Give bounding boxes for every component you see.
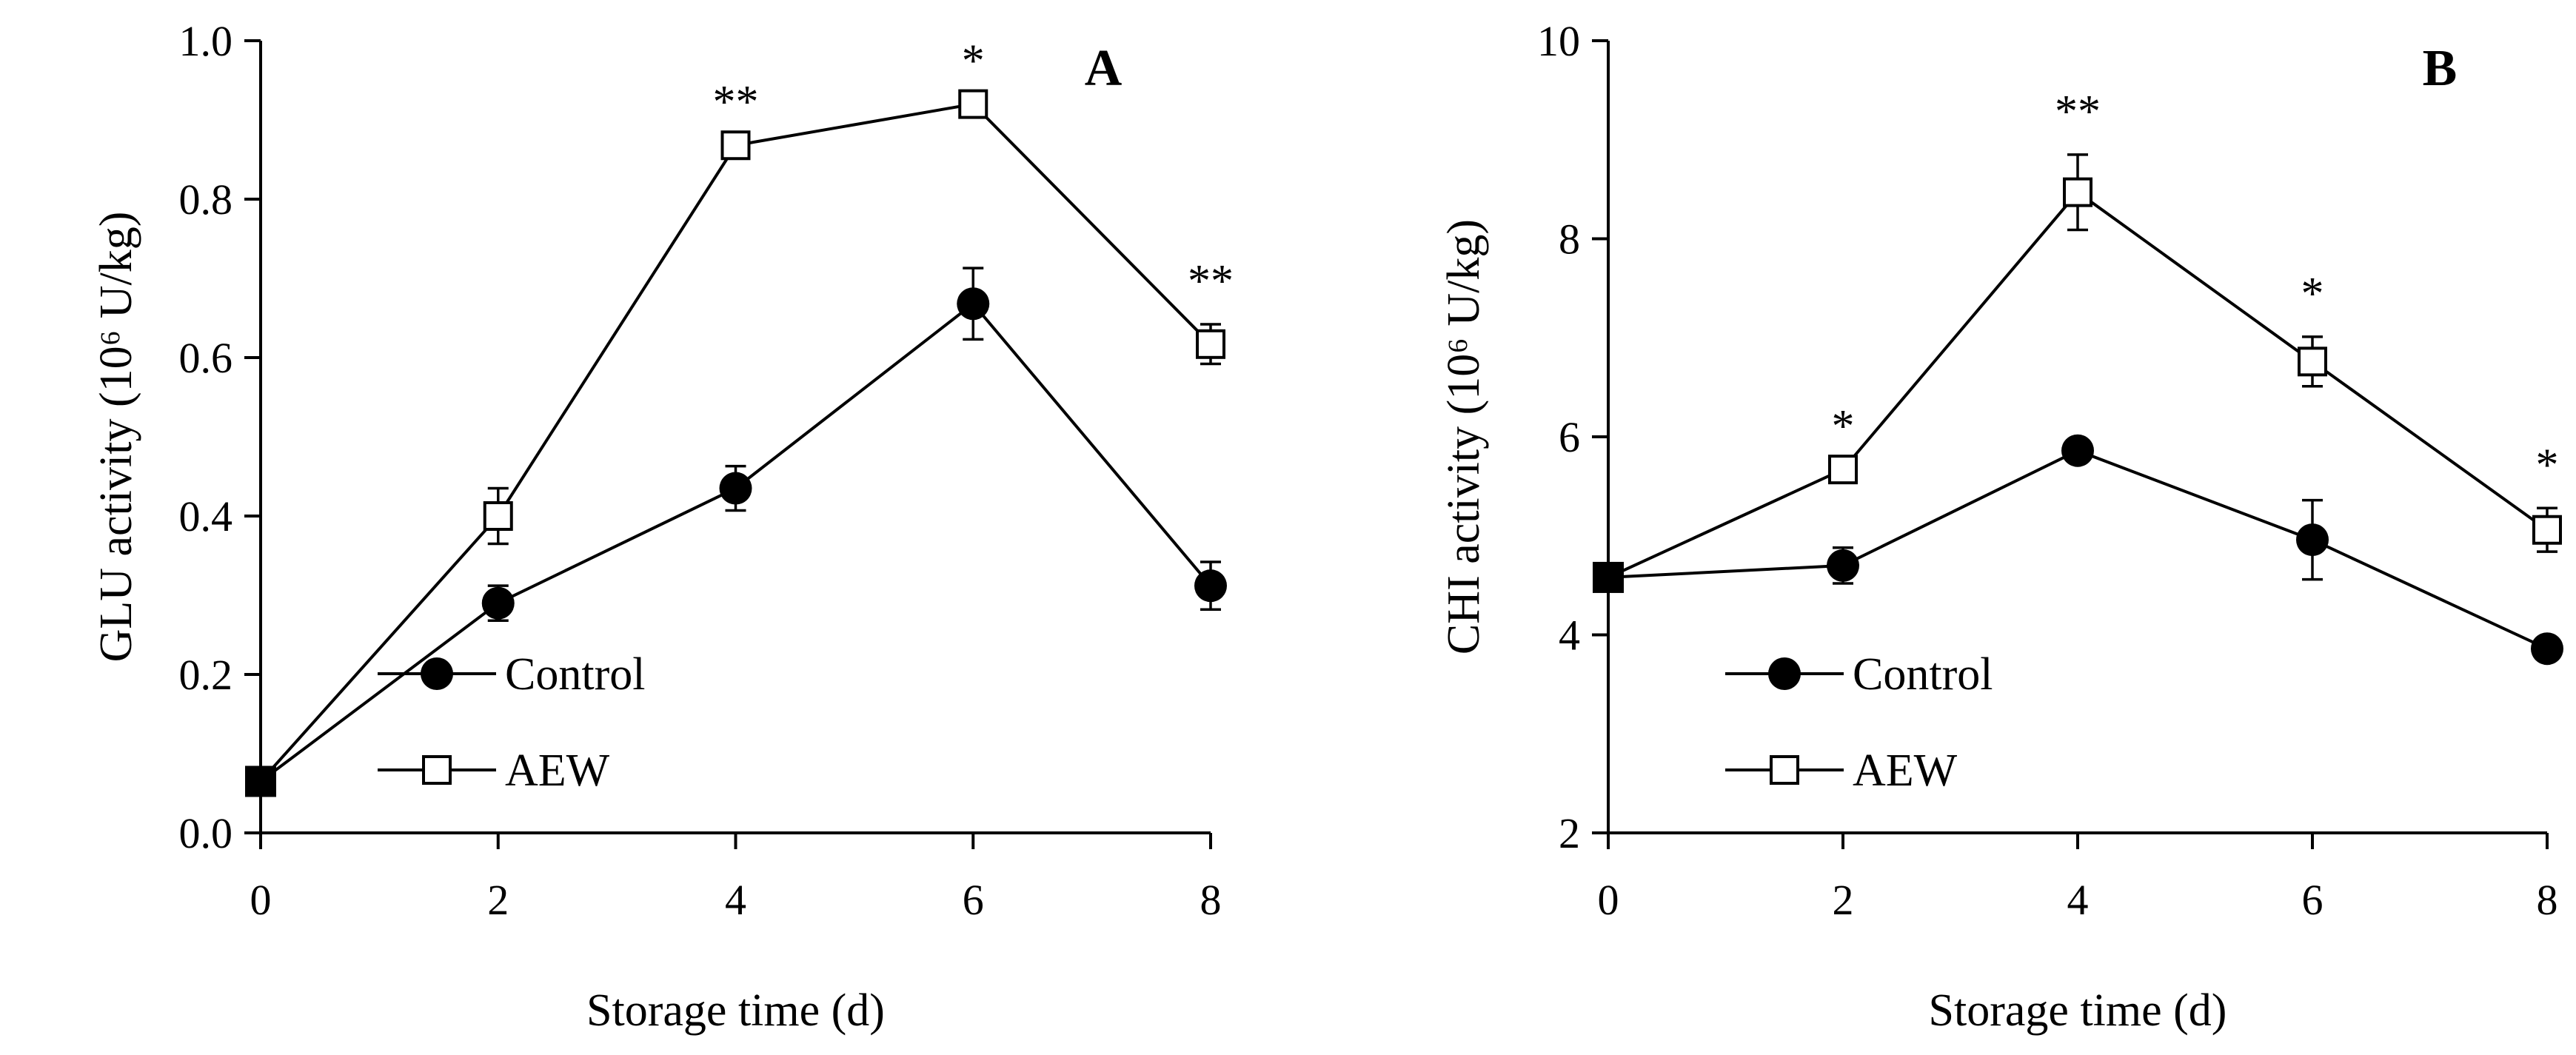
x-tick-label: 4 — [725, 876, 746, 924]
x-tick-label: 0 — [250, 876, 272, 924]
data-point-control — [2061, 434, 2094, 467]
y-tick-label: 1.0 — [179, 17, 233, 65]
significance-mark: * — [1832, 401, 1855, 452]
legend-marker-control — [421, 657, 453, 690]
legend-marker-control — [1768, 657, 1801, 690]
data-point-aew — [1196, 329, 1225, 359]
significance-mark: ** — [1188, 256, 1234, 307]
y-tick-label: 8 — [1559, 215, 1580, 264]
y-tick-label: 2 — [1559, 809, 1580, 857]
series-line-control — [259, 301, 1212, 783]
data-point-control — [957, 287, 990, 321]
significance-mark: ** — [713, 77, 759, 127]
x-tick-label: 4 — [2067, 876, 2089, 924]
data-point-control — [1827, 549, 1859, 582]
y-tick-label: 0.2 — [179, 651, 233, 699]
y-tick-label: 0.8 — [179, 175, 233, 224]
data-point-aew — [2532, 515, 2562, 545]
series-line-control — [1608, 449, 2548, 651]
x-tick-label: 2 — [487, 876, 509, 924]
significance-mark: * — [962, 36, 985, 87]
x-tick-label: 2 — [1833, 876, 1854, 924]
y-axis-title: GLU activity (10⁶ U/kg) — [91, 212, 141, 663]
significance-mark: * — [2536, 440, 2559, 490]
y-tick-label: 0.6 — [179, 334, 233, 382]
y-tick-label: 4 — [1559, 612, 1580, 660]
data-point-aew — [483, 501, 513, 531]
y-axis-title: CHI activity (10⁶ U/kg) — [1439, 219, 1489, 654]
data-point-control — [481, 586, 515, 620]
x-tick-label: 6 — [963, 876, 984, 924]
x-axis-title: Storage time (d) — [1929, 985, 2227, 1036]
y-tick-label: 0.4 — [179, 492, 233, 540]
significance-mark: ** — [2055, 87, 2101, 137]
series-line-aew — [1608, 190, 2549, 579]
data-point-aew — [2298, 346, 2327, 377]
data-point-start — [1593, 561, 1624, 593]
legend-label: Control — [1853, 649, 1993, 700]
series-line-aew — [259, 102, 1212, 783]
legend-label: AEW — [1853, 746, 1958, 796]
y-tick-label: 0.0 — [179, 809, 233, 857]
legend-marker-aew — [1770, 755, 1799, 785]
y-tick-label: 10 — [1537, 17, 1580, 65]
x-axis-title: Storage time (d) — [586, 985, 885, 1036]
panel-letter: B — [2423, 40, 2458, 97]
x-tick-label: 8 — [2537, 876, 2558, 924]
data-point-aew — [2063, 177, 2092, 207]
significance-mark: * — [2301, 269, 2324, 319]
panel-letter: A — [1085, 40, 1123, 97]
y-tick-label: 6 — [1559, 413, 1580, 461]
data-point-control — [2296, 523, 2329, 557]
data-point-aew — [720, 130, 751, 161]
chart-panel-a: 0.0 0.2 0.4 0.6 0.8 1.0 0 2 4 6 8 Storage time (d) G… — [91, 17, 1234, 1036]
data-point-control — [2531, 632, 2563, 666]
x-tick-label: 8 — [1200, 876, 1222, 924]
data-point-aew — [1828, 455, 1858, 485]
data-point-aew — [958, 89, 988, 119]
data-point-control — [1194, 569, 1227, 603]
data-point-control — [719, 472, 752, 505]
legend-marker-aew — [422, 755, 452, 785]
x-tick-label: 6 — [2302, 876, 2324, 924]
x-tick-label: 0 — [1598, 876, 1619, 924]
legend-label: Control — [505, 649, 645, 700]
legend-label: AEW — [505, 746, 610, 796]
data-point-start — [245, 766, 276, 797]
